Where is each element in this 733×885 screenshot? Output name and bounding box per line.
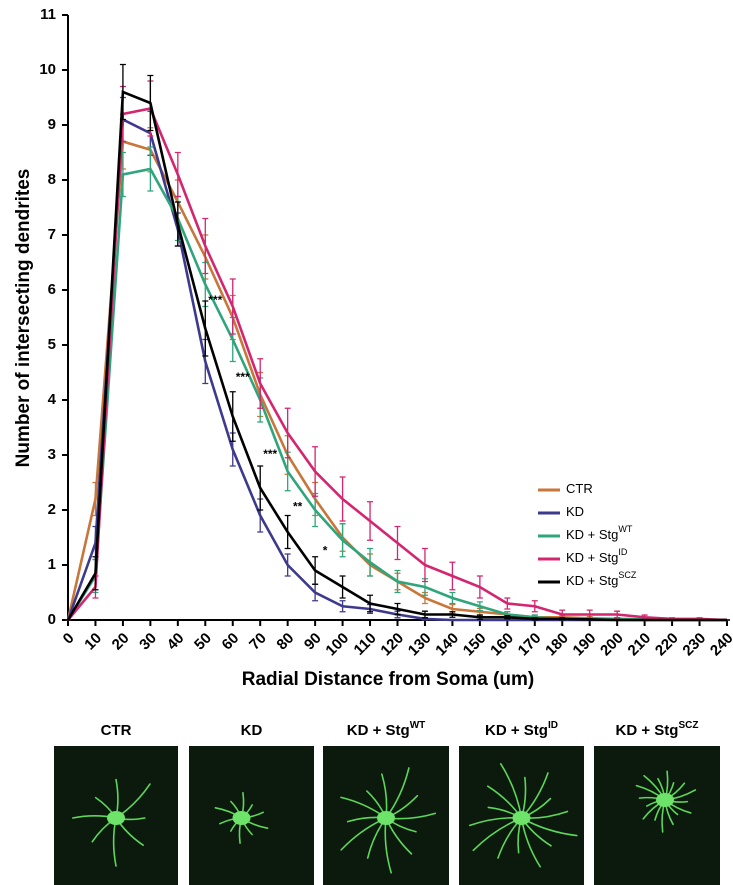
soma <box>377 811 395 825</box>
significance-mark: *** <box>236 370 250 384</box>
x-tick-label: 60 <box>219 630 243 654</box>
x-tick-label: 80 <box>273 630 297 654</box>
legend-entry: KD + StgID <box>566 547 628 565</box>
significance-mark: *** <box>263 447 277 461</box>
legend-entry: KD + StgWT <box>566 524 633 542</box>
x-tick-label: 240 <box>707 630 733 660</box>
legend-label: KD + Stg <box>566 527 618 542</box>
panel-label: KD + StgSCZ <box>616 720 699 739</box>
panel-label-superscript: WT <box>410 720 426 731</box>
panel-label-text: KD <box>241 722 263 739</box>
micrograph <box>189 746 314 885</box>
panel-label-text: CTR <box>101 722 132 739</box>
x-tick-label: 30 <box>136 630 160 654</box>
x-tick-label: 200 <box>597 630 627 660</box>
legend-superscript: SCZ <box>618 570 637 580</box>
legend-entry: CTR <box>566 481 593 496</box>
x-tick-label: 160 <box>487 630 517 660</box>
panel-label-text: KD + Stg <box>485 722 548 739</box>
x-tick-label: 20 <box>109 630 133 654</box>
x-tick-label: 10 <box>81 630 105 654</box>
legend-superscript: ID <box>618 547 628 557</box>
panel-label: CTR <box>101 722 132 739</box>
panel-label: KD <box>241 722 263 739</box>
x-tick-label: 70 <box>246 630 270 654</box>
y-axis-label: Number of intersecting dendrites <box>13 169 34 468</box>
x-tick-label: 110 <box>351 630 380 659</box>
x-axis-label: Radial Distance from Soma (um) <box>242 669 534 690</box>
y-tick-label: 9 <box>48 116 56 133</box>
panel-label: KD + StgID <box>485 720 558 739</box>
x-tick-label: 150 <box>460 630 490 660</box>
x-tick-label: 130 <box>405 630 435 660</box>
x-tick-label: 120 <box>377 630 407 660</box>
significance-mark: *** <box>208 293 222 307</box>
x-tick-label: 100 <box>322 630 352 660</box>
panel-label-text: KD + Stg <box>347 722 410 739</box>
soma <box>656 793 674 807</box>
legend-label: CTR <box>566 481 593 496</box>
x-tick-label: 230 <box>679 630 709 660</box>
legend-entry: KD + StgSCZ <box>566 570 637 588</box>
legend-label: KD <box>566 504 584 519</box>
soma <box>232 811 251 825</box>
y-tick-label: 1 <box>48 556 56 573</box>
significance-mark: ** <box>293 499 303 513</box>
x-tick-label: 0 <box>60 630 78 648</box>
x-tick-label: 40 <box>164 630 188 654</box>
x-tick-label: 140 <box>432 630 462 660</box>
x-tick-label: 180 <box>542 630 572 660</box>
y-tick-label: 6 <box>48 281 56 298</box>
panel-label-superscript: ID <box>548 720 558 731</box>
y-tick-label: 3 <box>48 446 56 463</box>
legend-superscript: WT <box>618 524 632 534</box>
y-tick-label: 7 <box>48 226 56 243</box>
y-tick-label: 10 <box>39 61 56 78</box>
x-tick-label: 190 <box>570 630 600 660</box>
panel-label-superscript: SCZ <box>678 720 698 731</box>
y-tick-label: 11 <box>40 6 56 23</box>
panel-label-text: KD + Stg <box>616 722 679 739</box>
panel-label: KD + StgWT <box>347 720 425 739</box>
y-tick-label: 4 <box>48 391 57 408</box>
y-tick-label: 0 <box>48 611 56 628</box>
x-tick-label: 210 <box>625 630 655 660</box>
x-tick-label: 50 <box>191 630 215 654</box>
significance-mark: * <box>323 543 328 557</box>
legend-entry: KD <box>566 504 584 519</box>
x-tick-label: 90 <box>301 630 325 654</box>
series-line <box>66 90 727 622</box>
x-tick-label: 170 <box>515 630 545 660</box>
y-tick-label: 5 <box>48 336 56 353</box>
x-tick-label: 220 <box>652 630 682 660</box>
soma <box>512 811 531 825</box>
y-tick-label: 2 <box>48 501 56 518</box>
legend-label: KD + Stg <box>566 550 618 565</box>
legend-label: KD + Stg <box>566 573 618 588</box>
series-line <box>67 107 728 622</box>
y-tick-label: 8 <box>48 171 56 188</box>
soma <box>107 811 125 825</box>
